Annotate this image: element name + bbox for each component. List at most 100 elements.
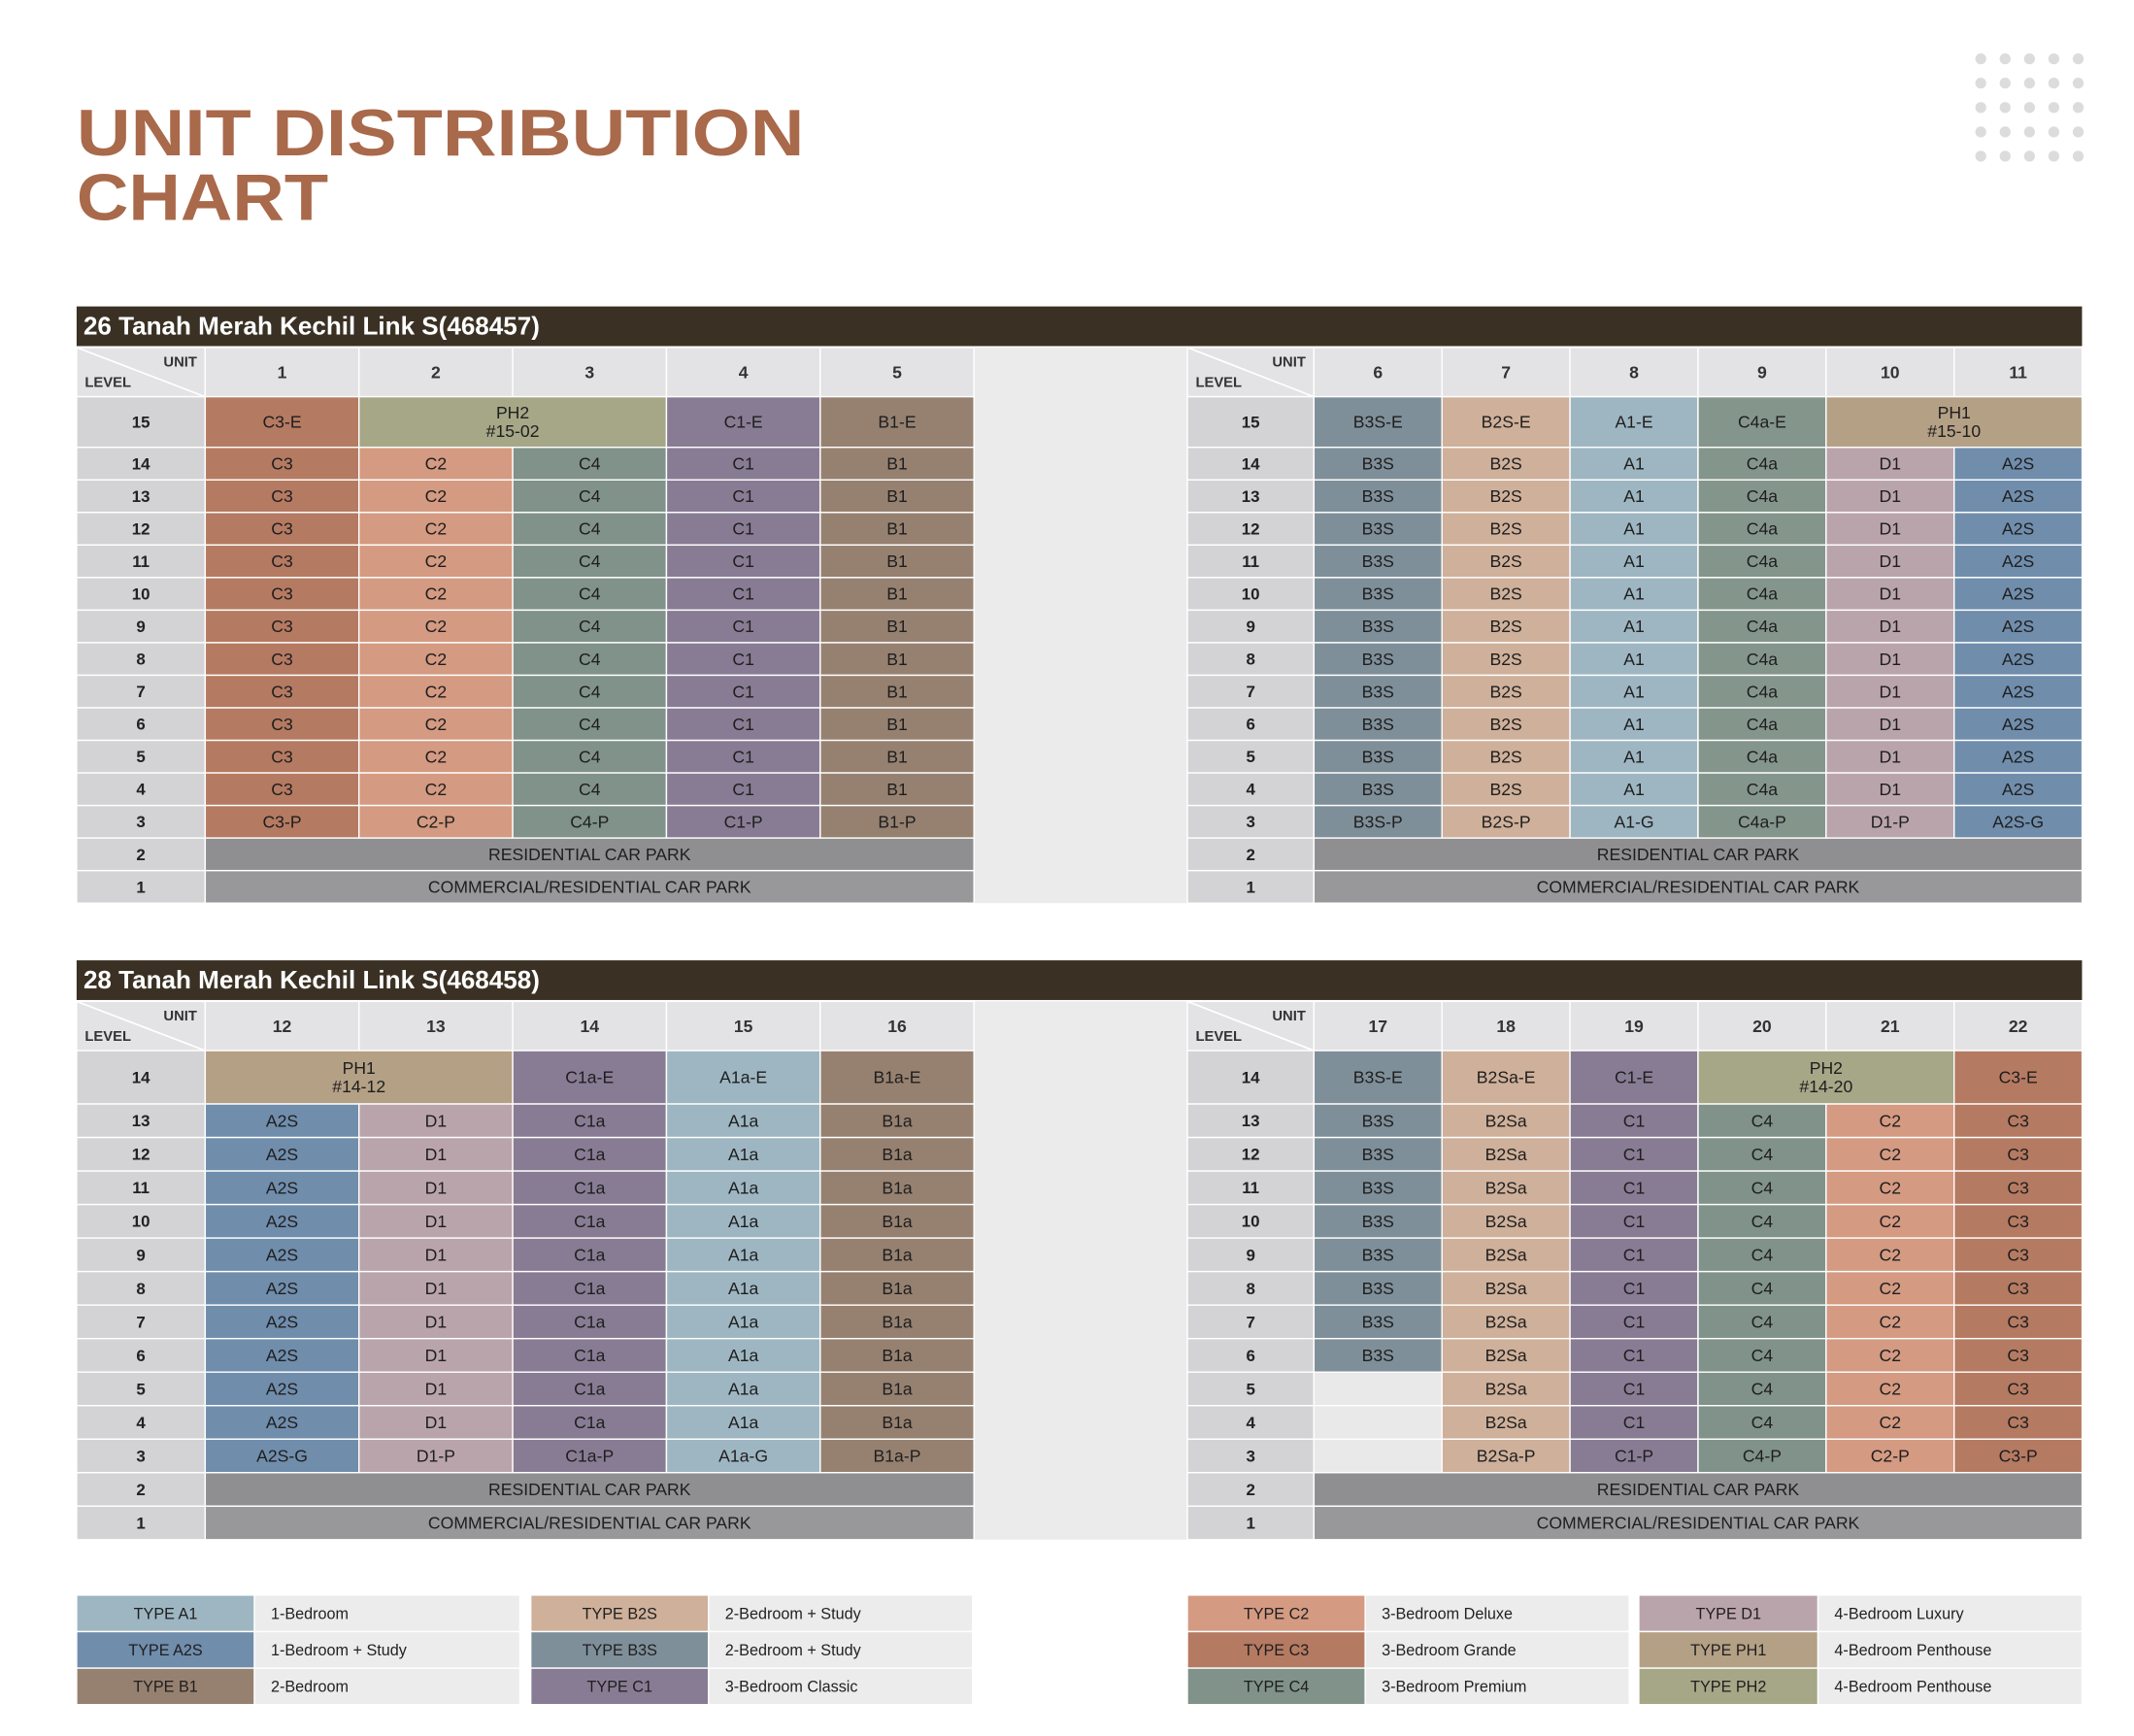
legend-swatch — [1186, 1594, 1366, 1633]
unit-label: B2S-P — [1482, 812, 1531, 831]
unit-label: A1a — [728, 1380, 759, 1399]
unit-label: D1 — [425, 1279, 448, 1298]
unit-label: C1 — [1623, 1279, 1646, 1298]
unit-label: B2S — [1489, 584, 1521, 604]
unit-label: C1a — [574, 1212, 606, 1231]
level-label: 12 — [1242, 1146, 1260, 1164]
unit-cell — [1953, 772, 2084, 807]
legend-code: TYPE C4 — [1244, 1679, 1309, 1696]
level-label: 11 — [132, 1179, 150, 1197]
unit-label: C3 — [2007, 1245, 2029, 1264]
unit-header: 7 — [1501, 362, 1511, 382]
unit-label: D1 — [425, 1212, 448, 1231]
unit-label: C4 — [579, 682, 601, 701]
legend-desc-cell — [708, 1594, 974, 1633]
legend-desc-cell — [1817, 1630, 2084, 1669]
unit-header: 11 — [2009, 362, 2027, 382]
decor-dot — [2048, 126, 2060, 138]
unit-label: C3 — [271, 747, 293, 766]
unit-label: B1 — [886, 780, 908, 799]
unit-cell — [204, 869, 975, 904]
unit-label: A2S — [266, 1413, 298, 1432]
unit-label: C4 — [1751, 1346, 1774, 1365]
unit-cell — [204, 1304, 360, 1340]
unit-cell — [1441, 447, 1571, 481]
unit-label: A2S — [2002, 617, 2034, 636]
unit-header: 17 — [1368, 1017, 1387, 1036]
unit-label: COMMERCIAL/RESIDENTIAL CAR PARK — [428, 878, 751, 897]
legend-desc-cell — [253, 1594, 521, 1633]
unit-header: 5 — [892, 362, 902, 382]
unit-label: A2S — [2002, 551, 2034, 571]
unit-label: A2S — [266, 1279, 298, 1298]
unit-cell — [1953, 674, 2084, 709]
unit-cell — [1825, 674, 1955, 709]
unit-label: B3S — [1362, 486, 1394, 506]
unit-label: C4 — [579, 780, 601, 799]
legend-code: TYPE B1 — [133, 1679, 198, 1696]
unit-cell — [1953, 544, 2084, 579]
unit-label: C3 — [2007, 1380, 2029, 1399]
unit-cell — [358, 512, 514, 547]
unit-label: A1-E — [1615, 413, 1652, 432]
unit-cell — [1313, 1405, 1443, 1440]
unit-label: C1 — [732, 454, 754, 474]
unit-label: D1 — [1880, 650, 1902, 669]
unit-label: B2Sa — [1485, 1413, 1527, 1432]
legend-swatch — [529, 1667, 710, 1706]
unit-cell — [819, 1438, 975, 1474]
level-label: 8 — [136, 1280, 145, 1298]
level-label: 6 — [136, 1347, 145, 1365]
unit-label: A2S — [266, 1111, 298, 1130]
unit-cell — [512, 1337, 668, 1373]
unit-cell — [1697, 1438, 1827, 1474]
decor-dot — [2023, 150, 2035, 162]
unit-cell — [358, 772, 514, 807]
unit-label: B3S — [1362, 584, 1394, 604]
unit-cell — [1313, 642, 1443, 677]
level-cell — [76, 1337, 207, 1373]
unit-label: C3-E — [1999, 1068, 2038, 1087]
unit-label: C3 — [271, 715, 293, 734]
unit-cell — [1569, 512, 1699, 547]
unit-cell — [1825, 577, 1955, 612]
unit-cell — [665, 395, 821, 449]
unit-label: #14-12 — [332, 1077, 385, 1096]
unit-cell — [1569, 1203, 1699, 1239]
unit-cell — [512, 512, 668, 547]
level-label: 7 — [136, 1313, 145, 1331]
unit-cell — [1825, 1371, 1955, 1407]
unit-label: C2 — [425, 584, 448, 604]
unit-label: C1a — [574, 1245, 606, 1264]
level-label: 10 — [1242, 1213, 1260, 1231]
unit-cell — [204, 837, 975, 872]
unit-label: B3S — [1362, 1145, 1394, 1164]
unit-cell — [1569, 1170, 1699, 1206]
unit-cell — [819, 1136, 975, 1172]
decor-dot — [2048, 150, 2060, 162]
unit-label: C1 — [732, 780, 754, 799]
unit-cell — [819, 544, 975, 579]
level-label: 10 — [1242, 585, 1260, 604]
unit-label: A1a — [728, 1413, 759, 1432]
level-label: 8 — [1246, 1280, 1254, 1298]
level-cell — [76, 642, 207, 677]
unit-label: C4 — [1751, 1279, 1774, 1298]
unit-cell — [358, 395, 668, 449]
level-label: 11 — [1242, 552, 1259, 571]
unit-label: COMMERCIAL/RESIDENTIAL CAR PARK — [1537, 1514, 1860, 1533]
unit-label: B2S — [1489, 454, 1521, 474]
unit-label: B1-E — [878, 413, 916, 432]
level-label: 14 — [1242, 454, 1260, 473]
unit-label: C1 — [1623, 1312, 1646, 1331]
unit-cell — [1569, 739, 1699, 774]
decor-dot — [2048, 102, 2060, 114]
unit-label: B2Sa — [1485, 1312, 1527, 1331]
corner-level: LEVEL — [1195, 1029, 1242, 1045]
unit-label: B2S — [1489, 551, 1521, 571]
address: 26 Tanah Merah Kechil Link S(468457) — [83, 311, 540, 340]
unit-label: C1 — [732, 584, 754, 604]
unit-label: D1 — [425, 1178, 448, 1197]
unit-label: A2S — [2002, 519, 2034, 539]
decor-dot — [1999, 126, 2011, 138]
